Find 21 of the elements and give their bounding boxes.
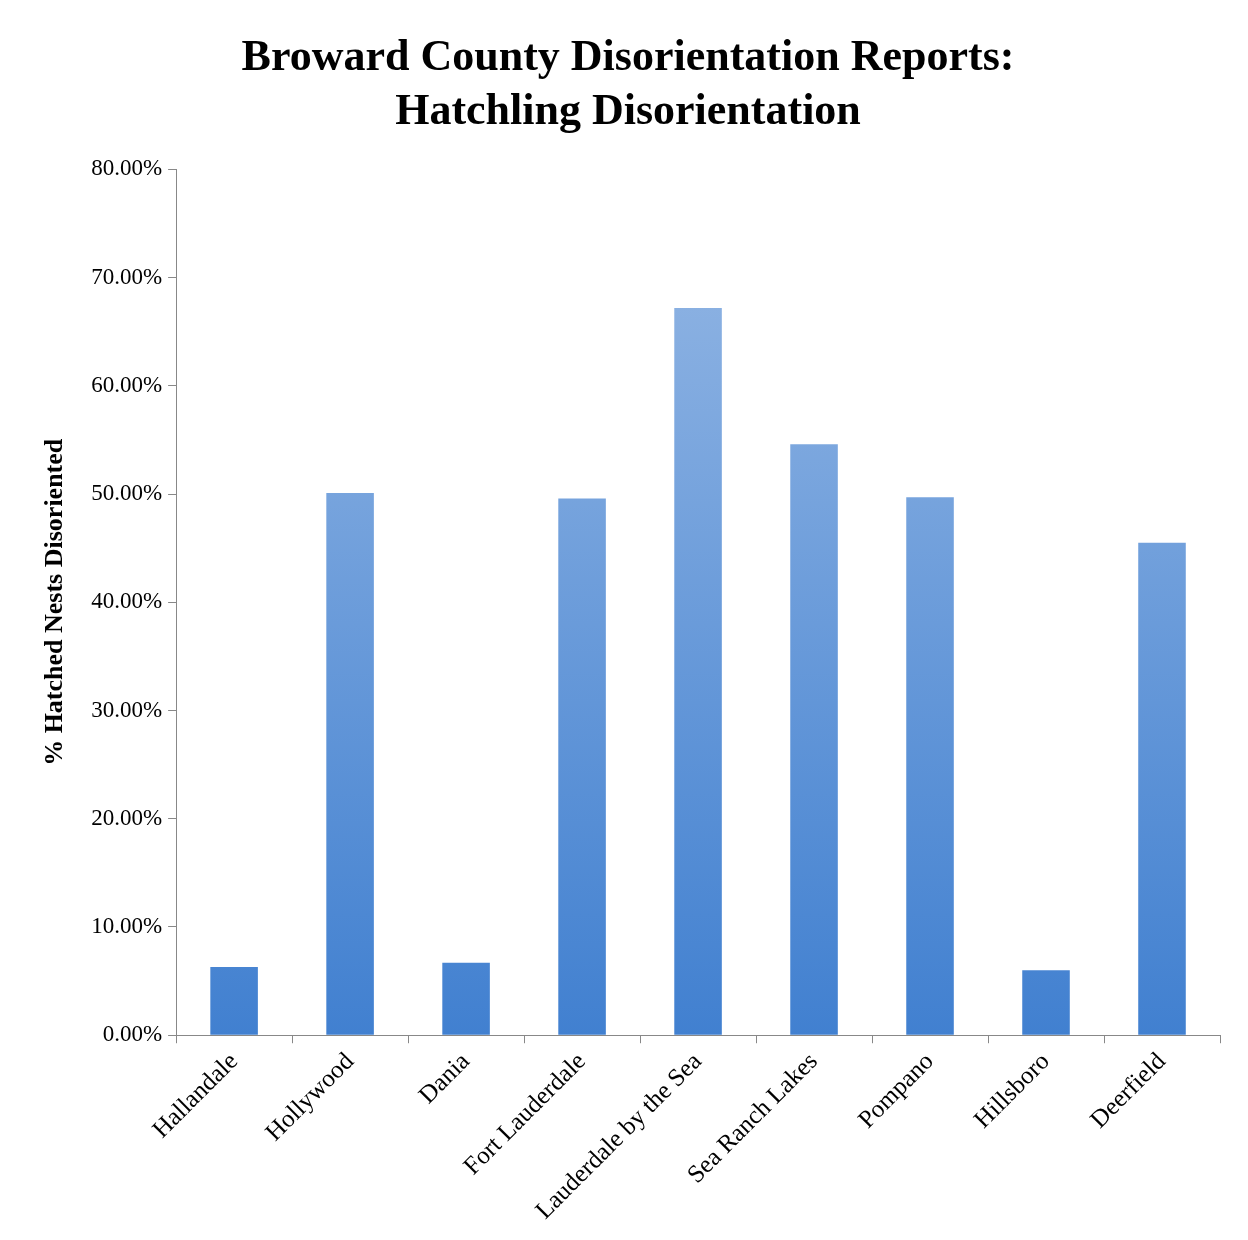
y-tick-label: 80.00%	[91, 155, 163, 181]
y-axis-title: % Hatched Nests Disoriented	[39, 438, 69, 766]
y-tick-label: 40.00%	[91, 588, 163, 614]
bar	[326, 492, 374, 1035]
bar	[558, 498, 606, 1035]
bar	[906, 497, 954, 1035]
y-tick-label: 0.00%	[102, 1021, 163, 1047]
bar	[1022, 970, 1070, 1035]
bar	[1138, 542, 1186, 1035]
text: Hatchling Disorientation	[395, 84, 861, 134]
text: Broward County Disorientation Reports:	[241, 31, 1015, 81]
y-tick-label: 70.00%	[91, 263, 163, 289]
y-tick-label: 30.00%	[91, 696, 163, 722]
y-tick-label: 20.00%	[91, 804, 163, 830]
bar	[442, 962, 490, 1035]
y-tick-label: 10.00%	[91, 913, 163, 939]
bar	[790, 444, 838, 1035]
y-tick-label: 60.00%	[91, 371, 163, 397]
bar	[210, 967, 258, 1035]
y-tick-label: 50.00%	[91, 480, 163, 506]
bar	[674, 307, 722, 1035]
